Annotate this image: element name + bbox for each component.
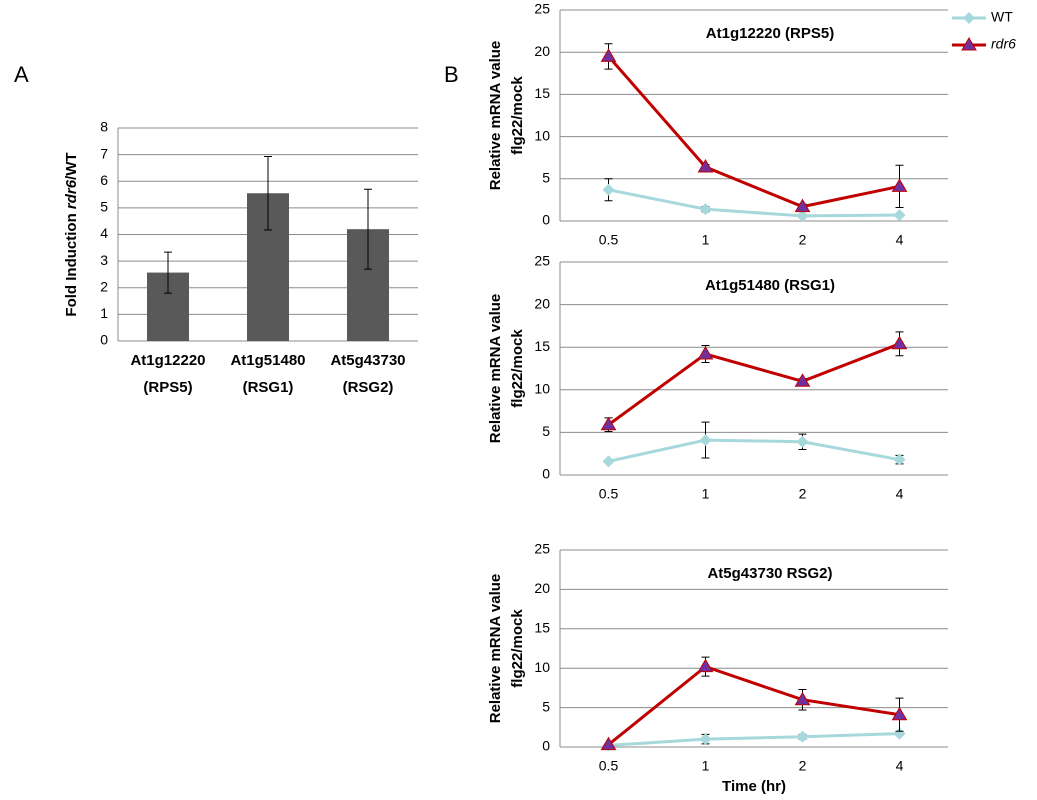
y-tick-label: 5 — [542, 698, 550, 714]
y-tick-label: 10 — [534, 381, 550, 397]
y-axis-label: Relative mRNA value — [487, 574, 504, 724]
x-tick-label: 0.5 — [599, 486, 619, 502]
marker — [893, 453, 906, 466]
marker — [794, 373, 811, 387]
marker — [891, 706, 908, 721]
y-tick-label: 10 — [534, 127, 550, 143]
y-tick-label: 5 — [542, 170, 550, 186]
marker — [699, 434, 712, 447]
marker — [600, 48, 617, 62]
x-tick-label: (RPS5) — [143, 379, 192, 396]
x-tick-label: 2 — [799, 758, 807, 774]
y-tick-label: 6 — [100, 172, 108, 188]
y-tick-label: 25 — [534, 253, 550, 269]
y-tick-label: 4 — [100, 225, 108, 241]
line — [607, 55, 900, 209]
x-tick-label: (RSG1) — [243, 379, 294, 396]
y-axis-label: Fold Induction rdr6/WT — [63, 152, 80, 316]
y-tick-label: 0 — [100, 332, 108, 348]
y-tick-label: 3 — [100, 252, 108, 268]
y-tick-label: 0 — [542, 738, 550, 754]
marker — [961, 37, 977, 51]
marker — [602, 183, 615, 196]
y-tick-label: 0 — [542, 212, 550, 228]
error-bar — [264, 155, 272, 231]
y-axis-label: flg22/mock — [509, 329, 526, 408]
line — [608, 438, 900, 463]
y-tick-label: 5 — [542, 423, 550, 439]
x-tick-label: 4 — [896, 758, 904, 774]
y-tick-label: 20 — [534, 295, 550, 311]
x-tick-label: (RSG2) — [343, 379, 394, 396]
y-axis-label-part: Fold Induction — [63, 209, 80, 316]
y-tick-label: 15 — [534, 85, 550, 101]
x-tick-label: 1 — [702, 232, 710, 248]
x-tick-label: 1 — [702, 486, 710, 502]
y-tick-label: 20 — [534, 580, 550, 596]
x-tick-label: 0.5 — [599, 232, 619, 248]
y-tick-label: 2 — [100, 278, 108, 294]
marker — [794, 691, 811, 706]
x-tick-label: 1 — [702, 758, 710, 774]
chart-title: At1g51480 (RSG1) — [705, 277, 835, 294]
chart-title: At1g12220 (RPS5) — [706, 25, 834, 42]
x-axis-label: Time (hr) — [722, 778, 786, 795]
x-tick-label: At1g51480 — [230, 352, 305, 369]
x-tick-label: 2 — [799, 232, 807, 248]
line — [608, 732, 900, 747]
marker — [963, 12, 975, 24]
y-tick-label: 25 — [534, 541, 550, 557]
y-tick-label: 5 — [100, 199, 108, 215]
marker — [699, 203, 712, 216]
marker — [893, 727, 906, 740]
x-tick-label: 0.5 — [599, 758, 619, 774]
marker — [794, 198, 811, 213]
marker — [697, 346, 714, 360]
marker — [796, 435, 809, 448]
chart-title: At5g43730 RSG2) — [707, 565, 832, 582]
x-tick-label: 4 — [896, 486, 904, 502]
marker — [796, 730, 809, 743]
x-tick-label: At5g43730 — [330, 352, 405, 369]
x-tick-label: 2 — [799, 486, 807, 502]
marker — [891, 335, 908, 350]
y-tick-label: 15 — [534, 620, 550, 636]
y-axis-label-part: rdr6 — [63, 179, 80, 209]
y-tick-label: 20 — [534, 43, 550, 59]
marker — [600, 416, 617, 431]
y-axis-label: flg22/mock — [509, 609, 526, 688]
y-axis-label-part: /WT — [63, 152, 80, 180]
marker — [699, 733, 712, 746]
marker — [796, 209, 809, 222]
y-tick-label: 8 — [100, 119, 108, 135]
x-tick-label: At1g12220 — [130, 352, 205, 369]
line — [607, 342, 901, 426]
error-bar — [164, 251, 172, 294]
y-tick-label: 1 — [100, 305, 108, 321]
legend-label: WT — [991, 9, 1013, 25]
error-bar — [364, 188, 372, 270]
panel-label: A — [14, 62, 29, 87]
y-axis-label: flg22/mock — [509, 76, 526, 155]
marker — [697, 158, 714, 173]
y-tick-label: 7 — [100, 145, 108, 161]
y-tick-label: 15 — [534, 338, 550, 354]
marker — [600, 736, 617, 751]
line — [607, 664, 900, 746]
marker — [697, 658, 714, 673]
marker — [893, 209, 906, 222]
marker — [602, 455, 615, 468]
legend-label: rdr6 — [991, 36, 1016, 52]
marker — [891, 178, 908, 192]
y-tick-label: 10 — [534, 659, 550, 675]
y-tick-label: 0 — [542, 466, 550, 482]
y-tick-label: 25 — [534, 1, 550, 17]
panel-label: B — [444, 62, 459, 87]
y-axis-label: Relative mRNA value — [487, 294, 504, 444]
x-tick-label: 4 — [896, 232, 904, 248]
y-axis-label: Relative mRNA value — [487, 41, 504, 191]
line — [608, 188, 900, 218]
